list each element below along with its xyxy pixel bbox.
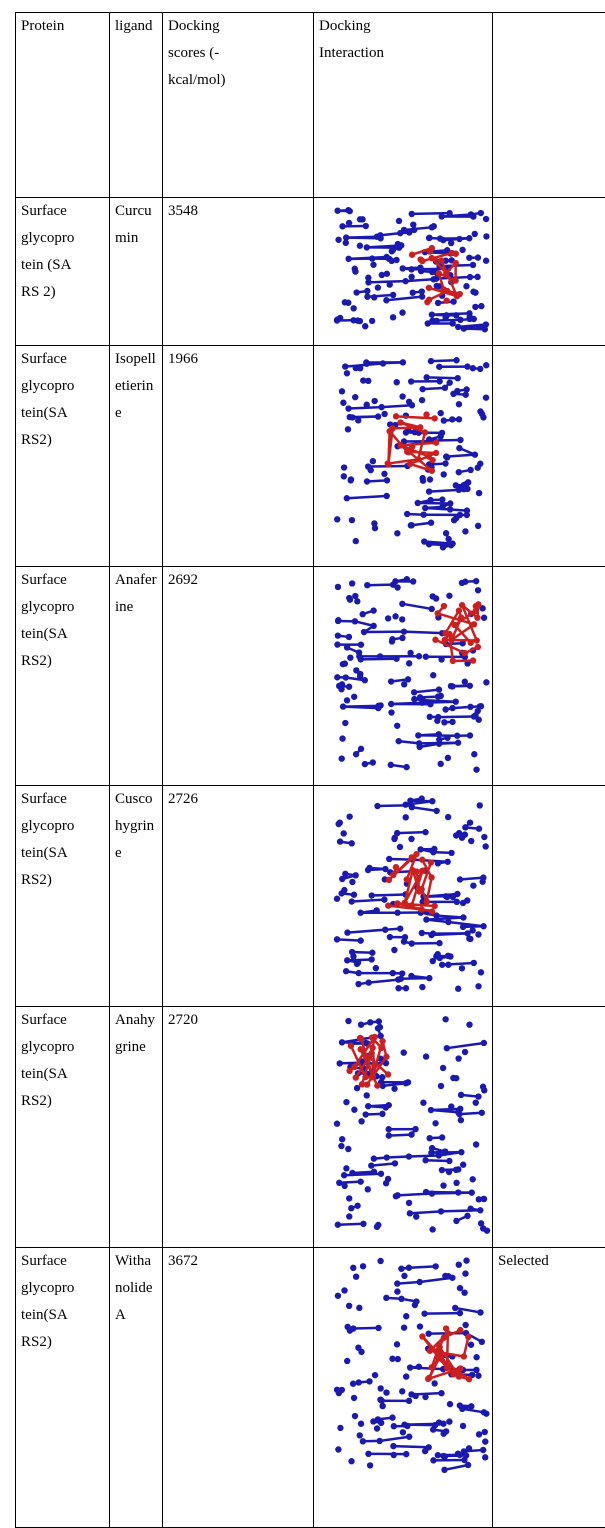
ligand-text: Cuscohygrine [115, 786, 157, 867]
table-row: Surface glycoprotein (SARS 2) Curcumin 354… [16, 198, 605, 346]
header-text: ligand [115, 13, 157, 40]
table-cell: Selected [493, 1248, 605, 1528]
table-cell: 1966 [163, 346, 314, 567]
score-text: 2692 [168, 572, 198, 588]
protein-text: Surface glycoprotein(SARS2) [21, 346, 77, 454]
ligand-text: Isopelletierine [115, 346, 157, 427]
table-row: Surface glycoprotein(SARS2) Withanolide A… [16, 1248, 605, 1528]
header-cell: Docking Interaction [314, 13, 493, 198]
header-text: Docking scores (-kcal/mol) [168, 13, 224, 94]
score-text: 2720 [168, 1012, 198, 1028]
molecule-image [327, 790, 497, 999]
protein-text: Surface glycoprotein(SARS2) [21, 1007, 77, 1115]
note-text: Selected [498, 1253, 549, 1269]
table-row: Surface glycoprotein(SARS2) Anahygrine 272… [16, 1007, 605, 1248]
molecule-image [327, 1011, 497, 1240]
table-row: Surface glycoprotein(SARS2) Cuscohygrine 2… [16, 786, 605, 1007]
page: {"table": {"header": ["Protein", "ligand… [0, 0, 605, 1527]
table-cell: Surface glycoprotein (SARS 2) [16, 198, 110, 346]
protein-text: Surface glycoprotein(SARS2) [21, 786, 77, 894]
table-cell [493, 567, 605, 786]
header-row: Protein ligand Docking scores (-kcal/mol… [16, 13, 605, 198]
protein-text: Surface glycoprotein (SARS 2) [21, 198, 77, 306]
score-text: 3548 [168, 203, 198, 219]
table-cell: Anaferine [110, 567, 163, 786]
ligand-text: Curcumin [115, 198, 157, 252]
molecule-image [327, 202, 497, 338]
table-cell [493, 346, 605, 567]
table-row: Surface glycoprotein(SARS2) Anaferine 2692 [16, 567, 605, 786]
protein-text: Surface glycoprotein(SARS2) [21, 567, 77, 675]
table-cell [314, 567, 493, 786]
docking-table: Protein ligand Docking scores (-kcal/mol… [15, 12, 605, 1528]
table-cell [493, 198, 605, 346]
table-cell [314, 1248, 493, 1528]
table-cell: Surface glycoprotein(SARS2) [16, 1007, 110, 1248]
table-cell [314, 786, 493, 1007]
table-cell: 2720 [163, 1007, 314, 1248]
header-cell: ligand [110, 13, 163, 198]
table-cell: Anahygrine [110, 1007, 163, 1248]
header-cell: Protein [16, 13, 110, 198]
score-text: 1966 [168, 351, 198, 367]
score-text: 3672 [168, 1253, 198, 1269]
protein-text: Surface glycoprotein(SARS2) [21, 1248, 77, 1356]
header-cell: Docking scores (-kcal/mol) [163, 13, 314, 198]
table-cell: Surface glycoprotein(SARS2) [16, 1248, 110, 1528]
ligand-text: Anahygrine [115, 1007, 157, 1061]
table-cell: 2726 [163, 786, 314, 1007]
table-cell [314, 1007, 493, 1248]
molecule-image [327, 350, 497, 559]
table-cell [493, 1007, 605, 1248]
ligand-text: Anaferine [115, 567, 157, 621]
header-text: Protein [21, 13, 77, 40]
table-cell: 3672 [163, 1248, 314, 1528]
table-cell [314, 346, 493, 567]
table-cell: Withanolide A [110, 1248, 163, 1528]
table-cell [493, 786, 605, 1007]
header-text: Docking Interaction [319, 13, 419, 67]
table-cell: Cuscohygrine [110, 786, 163, 1007]
table-row: Surface glycoprotein(SARS2) Isopelletieri… [16, 346, 605, 567]
table-cell: Curcumin [110, 198, 163, 346]
table-cell: Surface glycoprotein(SARS2) [16, 346, 110, 567]
score-text: 2726 [168, 791, 198, 807]
molecule-image [327, 1252, 497, 1482]
header-cell [493, 13, 605, 198]
table-cell: 3548 [163, 198, 314, 346]
table-cell [314, 198, 493, 346]
table-cell: Surface glycoprotein(SARS2) [16, 567, 110, 786]
table-cell: 2692 [163, 567, 314, 786]
molecule-image [327, 571, 497, 778]
table-cell: Surface glycoprotein(SARS2) [16, 786, 110, 1007]
table-cell: Isopelletierine [110, 346, 163, 567]
ligand-text: Withanolide A [115, 1248, 157, 1329]
